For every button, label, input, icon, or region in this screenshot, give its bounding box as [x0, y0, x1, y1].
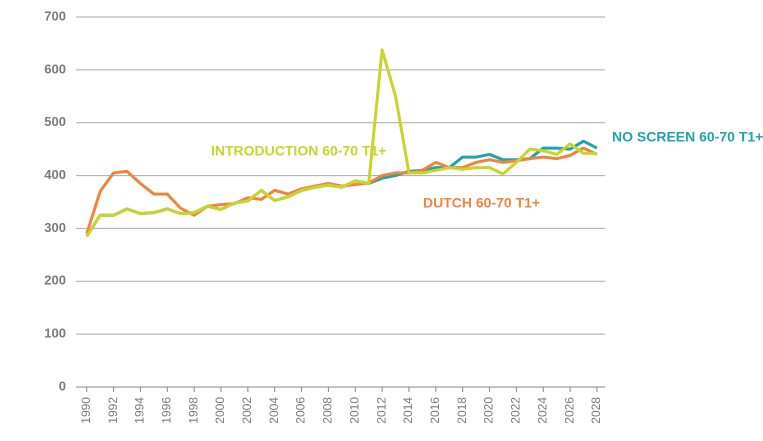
series-label: INTRODUCTION 60-70 T1+ — [211, 143, 386, 159]
y-tick-label: 600 — [44, 61, 66, 76]
x-tick-label: 2006 — [294, 397, 308, 424]
x-tick-label: 2018 — [455, 397, 469, 424]
x-tick-label: 1990 — [79, 397, 93, 424]
x-tick-label: 2024 — [535, 397, 549, 424]
x-tick-label: 2000 — [213, 397, 227, 424]
series-label: NO SCREEN 60-70 T1+ — [612, 129, 763, 145]
x-tick-label: 2008 — [321, 397, 335, 424]
x-tick-label: 1998 — [186, 397, 200, 424]
y-tick-label: 500 — [44, 114, 66, 129]
y-tick-label: 0 — [59, 378, 66, 393]
x-tick-label: 2010 — [347, 397, 361, 424]
y-tick-label: 100 — [44, 326, 66, 341]
x-tick-label: 1992 — [106, 397, 120, 424]
y-tick-label: 200 — [44, 273, 66, 288]
series-label: DUTCH 60-70 T1+ — [423, 195, 540, 211]
x-tick-label: 2002 — [240, 397, 254, 424]
x-tick-label: 2016 — [428, 397, 442, 424]
x-tick-label: 2012 — [374, 397, 388, 424]
x-tick-label: 2020 — [482, 397, 496, 424]
x-tick-label: 2026 — [562, 397, 576, 424]
x-tick-label: 2022 — [509, 397, 523, 424]
x-tick-label: 2004 — [267, 397, 281, 424]
x-tick-label: 2028 — [589, 397, 603, 424]
x-tick-label: 1996 — [159, 397, 173, 424]
x-tick-label: 1994 — [133, 397, 147, 424]
series-line — [85, 146, 598, 235]
y-tick-label: 700 — [44, 8, 66, 23]
y-tick-label: 400 — [44, 167, 66, 182]
y-tick-label: 300 — [44, 220, 66, 235]
series-line — [85, 48, 597, 238]
x-tick-label: 2014 — [401, 397, 415, 424]
